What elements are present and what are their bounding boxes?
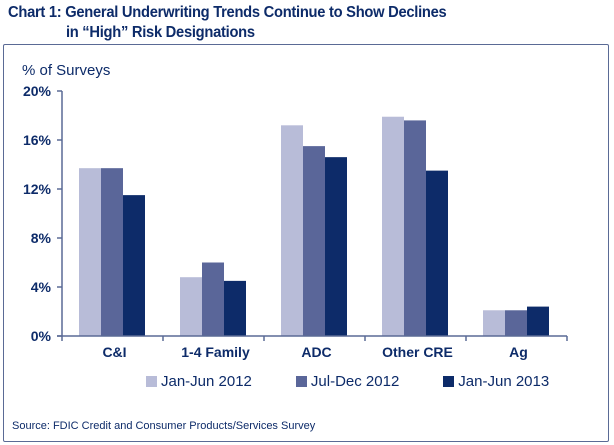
legend-item: Jan-Jun 2012 — [146, 373, 252, 390]
bar-adc-series-1 — [303, 146, 325, 336]
x-tick-label: ADC — [301, 344, 331, 360]
legend-swatch — [443, 376, 455, 387]
bar-c-i-series-2 — [123, 195, 145, 336]
bar-1-4-family-series-0 — [180, 277, 202, 336]
bar-adc-series-2 — [325, 157, 347, 336]
y-tick-label: 20% — [23, 83, 52, 99]
legend-label: Jan-Jun 2012 — [161, 373, 252, 390]
x-tick-label: 1-4 Family — [181, 344, 250, 360]
bar-other-cre-series-1 — [404, 120, 426, 337]
bar-ag-series-1 — [505, 310, 527, 336]
legend-swatch — [146, 376, 157, 387]
bar-1-4-family-series-2 — [224, 280, 246, 336]
legend-item: Jan-Jun 2013 — [443, 373, 549, 390]
x-tick-label: Ag — [509, 344, 528, 360]
x-tick-label: Other CRE — [382, 344, 453, 360]
chart-frame — [3, 44, 609, 442]
bar-c-i-series-1 — [101, 168, 123, 336]
bar-ag-series-0 — [483, 310, 505, 336]
y-tick-label: 12% — [23, 181, 52, 197]
y-tick-label: 4% — [31, 279, 52, 295]
chart-title-line-2: in “High” Risk Designations — [65, 24, 255, 41]
bar-other-cre-series-2 — [426, 170, 448, 336]
bar-c-i-series-0 — [79, 168, 101, 336]
y-axis-label: % of Surveys — [22, 62, 111, 79]
y-tick-label: 0% — [31, 328, 52, 344]
bar-adc-series-0 — [281, 125, 303, 336]
y-tick-label: 16% — [23, 132, 52, 148]
legend-label: Jul-Dec 2012 — [310, 373, 400, 390]
bar-other-cre-series-0 — [382, 116, 404, 336]
y-tick-label: 8% — [31, 230, 52, 246]
x-tick-label: C&I — [102, 344, 126, 360]
legend: Jan-Jun 2012 Jul-Dec 2012 Jan-Jun 2013 — [146, 373, 549, 390]
bar-1-4-family-series-1 — [202, 262, 224, 336]
legend-swatch — [295, 376, 307, 387]
legend-item: Jul-Dec 2012 — [295, 373, 400, 390]
chart-title: Chart 1: General Underwriting Trends Con… — [8, 3, 447, 43]
source-note: Source: FDIC Credit and Consumer Product… — [12, 420, 316, 432]
chart-title-line-1: Chart 1: General Underwriting Trends Con… — [8, 4, 447, 21]
bar-ag-series-2 — [527, 306, 549, 336]
legend-label: Jan-Jun 2013 — [458, 373, 550, 390]
